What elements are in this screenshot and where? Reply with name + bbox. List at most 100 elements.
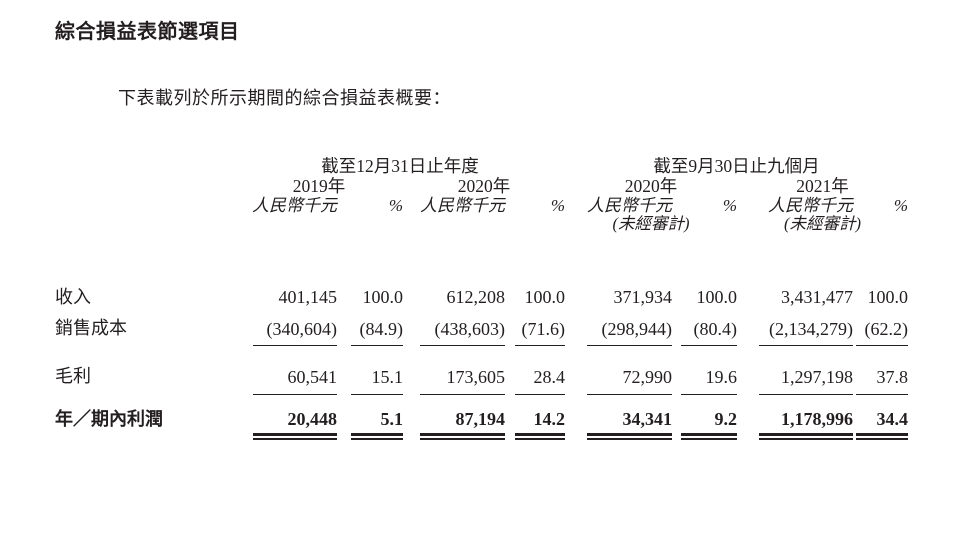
- year-header-2019: 2019年: [292, 175, 346, 196]
- value-cell: (340,604): [235, 311, 337, 347]
- period-header-annual: 截至12月31日止年度: [321, 155, 479, 176]
- value-cell: 612,208: [403, 287, 506, 311]
- cell-value: 72,990: [587, 367, 672, 395]
- unit-header-percent: %: [388, 195, 403, 215]
- year-header-2020: 2020年: [457, 175, 511, 196]
- cell-value: (298,944): [587, 319, 672, 347]
- value-cell: (2,134,279): [737, 311, 853, 347]
- period-header-row: 截至12月31日止年度 截至9月30日止九個月: [55, 156, 908, 176]
- empty-cell: [55, 176, 235, 196]
- cell-value: 19.6: [681, 367, 737, 395]
- cell-value: 60,541: [253, 367, 337, 395]
- value-cell: 15.1: [337, 346, 403, 395]
- unit-header-rmb: 人民幣千元: [420, 195, 505, 215]
- unit-header-row: 人民幣千元 % 人民幣千元 % 人民幣千元 % 人民幣千元 %: [55, 196, 908, 216]
- table-row: 收入 401,145 100.0 612,208 100.0 371,934 100.0 3,…: [55, 287, 908, 311]
- cell-value: (84.9): [351, 319, 403, 347]
- spacer-row: [55, 234, 908, 287]
- cell-value: 5.1: [351, 409, 403, 440]
- value-cell: (438,603): [403, 311, 505, 347]
- value-cell: 87,194: [403, 395, 505, 440]
- document-page: 綜合損益表節選項目 下表載列於所示期間的綜合損益表概要： 截至12月31日止年度…: [0, 21, 968, 536]
- cell-value: 100.0: [524, 287, 566, 308]
- unaudited-note: (未經審計): [784, 214, 861, 234]
- value-cell: 20,448: [235, 395, 337, 440]
- empty-cell: [55, 196, 235, 216]
- value-cell: 100.0: [853, 287, 909, 311]
- cell-value: 612,208: [446, 287, 506, 308]
- cell-value: (2,134,279): [759, 319, 853, 347]
- unaudited-header-row: (未經審計) (未經審計): [55, 215, 908, 234]
- row-label: 年／期內利潤: [55, 408, 163, 429]
- cell-value: 100.0: [362, 287, 404, 308]
- cell-value: 34.4: [856, 409, 908, 440]
- value-cell: 100.0: [505, 287, 566, 311]
- value-cell: 1,178,996: [737, 395, 853, 440]
- value-cell: (80.4): [672, 311, 737, 347]
- cell-value: 173,605: [420, 367, 505, 395]
- value-cell: 19.6: [672, 346, 737, 395]
- year-header-2021: 2021年: [796, 175, 849, 196]
- empty-cell: [235, 215, 403, 234]
- cell-value: 34,341: [587, 409, 672, 440]
- unit-header-rmb: 人民幣千元: [587, 195, 672, 215]
- cell-value: 100.0: [696, 287, 738, 308]
- cell-value: 15.1: [351, 367, 403, 395]
- value-cell: 72,990: [565, 346, 672, 395]
- value-cell: 1,297,198: [737, 346, 853, 395]
- value-cell: (298,944): [565, 311, 672, 347]
- cell-value: 87,194: [420, 409, 505, 440]
- value-cell: (71.6): [505, 311, 565, 347]
- row-label: 銷售成本: [55, 318, 127, 339]
- unit-header-percent: %: [550, 195, 565, 215]
- cell-value: 3,431,477: [781, 287, 853, 308]
- income-statement-table: 截至12月31日止年度 截至9月30日止九個月 2019年 2020年 2020…: [55, 156, 908, 440]
- value-cell: 100.0: [672, 287, 738, 311]
- unit-header-percent: %: [722, 195, 737, 215]
- value-cell: 371,934: [565, 287, 673, 311]
- unit-header-rmb: 人民幣千元: [252, 195, 337, 215]
- cell-value: 28.4: [515, 367, 565, 395]
- cell-value: 9.2: [681, 409, 737, 440]
- corner-cell: [55, 156, 235, 176]
- cell-value: 401,145: [278, 287, 338, 308]
- table-body: 收入 401,145 100.0 612,208 100.0 371,934 100.0 3,…: [55, 287, 908, 440]
- value-cell: 173,605: [403, 346, 505, 395]
- table-row: 毛利 60,541 15.1 173,605 28.4 72,990 19.6 1,297,1…: [55, 346, 908, 395]
- unit-header-percent: %: [893, 195, 908, 215]
- table-row: 年／期內利潤 20,448 5.1 87,194 14.2 34,341 9.2 1,178,…: [55, 395, 908, 440]
- cell-value: 100.0: [867, 287, 909, 308]
- cell-value: 20,448: [253, 409, 337, 440]
- cell-value: 371,934: [613, 287, 673, 308]
- empty-cell: [55, 215, 235, 234]
- year-header-row: 2019年 2020年 2020年 2021年: [55, 176, 908, 196]
- value-cell: 3,431,477: [737, 287, 853, 311]
- value-cell: 401,145: [235, 287, 338, 311]
- year-header-2020-9m: 2020年: [624, 175, 678, 196]
- empty-cell: [403, 215, 565, 234]
- unaudited-note: (未經審計): [612, 214, 690, 234]
- period-header-nine-months: 截至9月30日止九個月: [653, 155, 820, 176]
- value-cell: 100.0: [337, 287, 404, 311]
- value-cell: (84.9): [337, 311, 403, 347]
- row-label: 收入: [55, 287, 91, 308]
- value-cell: 14.2: [505, 395, 565, 440]
- cell-value: (80.4): [681, 319, 737, 347]
- intro-text: 下表載列於所示期間的綜合損益表概要：: [118, 88, 451, 108]
- value-cell: 5.1: [337, 395, 403, 440]
- cell-value: 37.8: [856, 367, 908, 395]
- value-cell: 34.4: [853, 395, 908, 440]
- cell-value: (340,604): [253, 319, 337, 347]
- cell-value: 14.2: [515, 409, 565, 440]
- cell-value: (62.2): [856, 319, 908, 347]
- table-row: 銷售成本 (340,604) (84.9) (438,603) (71.6) (298,9…: [55, 311, 908, 347]
- unit-header-rmb: 人民幣千元: [768, 195, 853, 215]
- value-cell: (62.2): [853, 311, 908, 347]
- row-label: 毛利: [55, 366, 91, 387]
- cell-value: 1,178,996: [759, 409, 853, 440]
- cell-value: 1,297,198: [759, 367, 853, 395]
- section-title: 綜合損益表節選項目: [55, 21, 240, 43]
- value-cell: 28.4: [505, 346, 565, 395]
- cell-value: (438,603): [420, 319, 505, 347]
- value-cell: 60,541: [235, 346, 337, 395]
